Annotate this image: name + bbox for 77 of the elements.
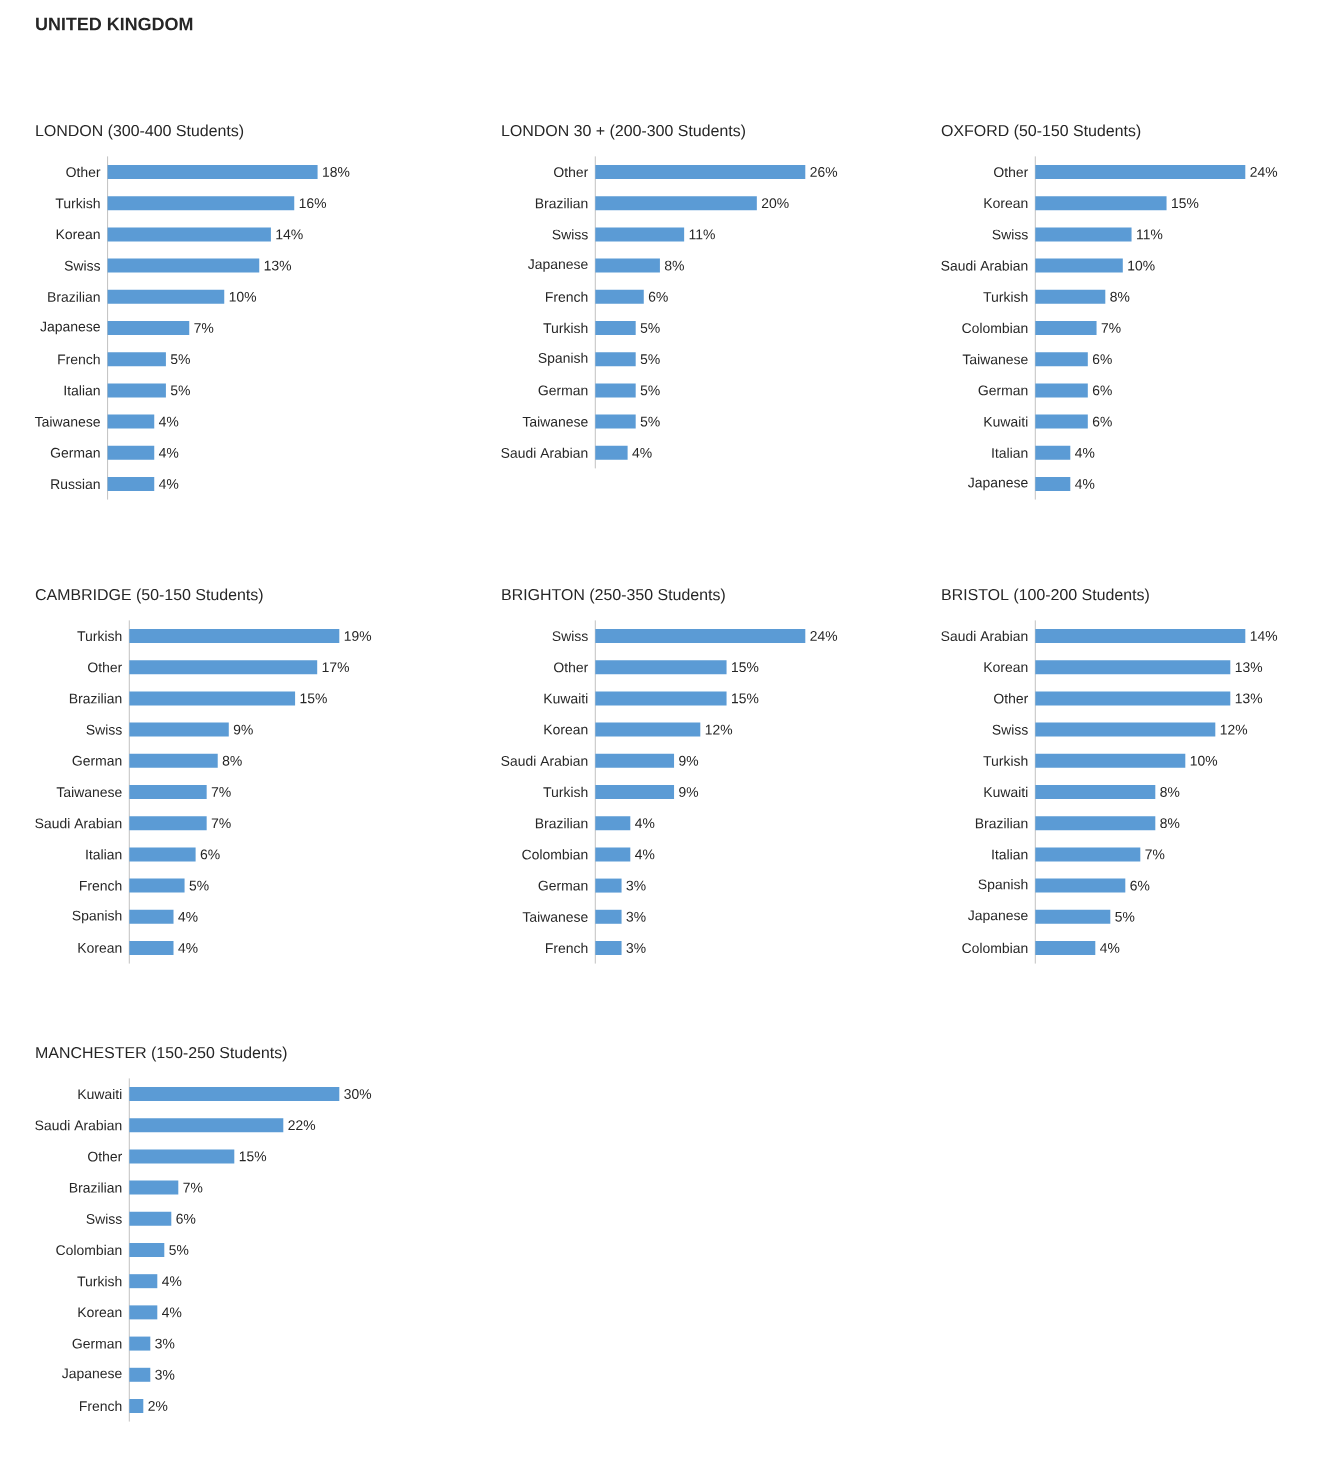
bar [1035,691,1231,706]
bar [107,164,318,179]
bar [129,1118,284,1133]
bar [1035,352,1088,367]
bar [595,878,622,893]
bar [129,1149,235,1164]
bar [107,414,155,429]
bar [595,227,685,242]
bar [1035,289,1106,304]
bar [1035,476,1071,491]
bar [595,196,757,211]
bar [595,289,644,304]
bar [595,660,727,675]
bar [107,196,295,211]
bar [595,847,631,862]
bar [129,909,174,924]
bar [129,847,196,862]
bar [129,660,318,675]
bar [595,164,806,179]
bar [129,940,174,955]
bar [1035,445,1071,460]
bar [129,691,296,706]
bar [107,352,166,367]
bar [595,909,622,924]
bar [1035,258,1123,273]
bar [107,289,225,304]
bar [1035,722,1216,737]
bar [1035,940,1096,955]
bar [129,1274,158,1289]
bar [129,1367,151,1382]
bar [595,816,631,831]
bar [595,258,660,273]
bar [595,383,636,398]
bar [129,722,229,737]
bar [1035,878,1126,893]
bar [595,445,628,460]
bar [1035,227,1132,242]
bar [1035,414,1088,429]
bar [595,352,636,367]
bar [595,784,675,799]
bar [107,320,190,335]
bar [129,1086,340,1101]
bar [595,722,701,737]
bar [107,258,260,273]
bar [129,878,185,893]
bar [129,816,207,831]
text: UNITED KINGDOM [36,17,193,31]
bar [1035,784,1156,799]
bar [1035,628,1246,643]
bar [1035,320,1097,335]
bar [129,1211,172,1226]
bar [107,383,166,398]
bar [1035,196,1167,211]
bar [1035,816,1156,831]
bar [129,1336,151,1351]
bar [595,320,636,335]
bar [129,1305,158,1320]
bar [129,753,218,768]
bar [107,227,271,242]
bar [595,691,727,706]
bar [1035,660,1231,675]
bar [129,784,207,799]
bar [107,476,155,491]
bar [129,1398,144,1413]
bar [1035,847,1141,862]
bar [595,940,622,955]
bar [129,628,340,643]
bar [129,1180,179,1195]
bar [595,753,675,768]
bar [1035,164,1246,179]
bar [595,628,806,643]
bar [1035,383,1088,398]
bar [595,414,636,429]
bar [107,445,155,460]
bar [1035,753,1186,768]
bar [129,1242,165,1257]
bar [1035,909,1111,924]
